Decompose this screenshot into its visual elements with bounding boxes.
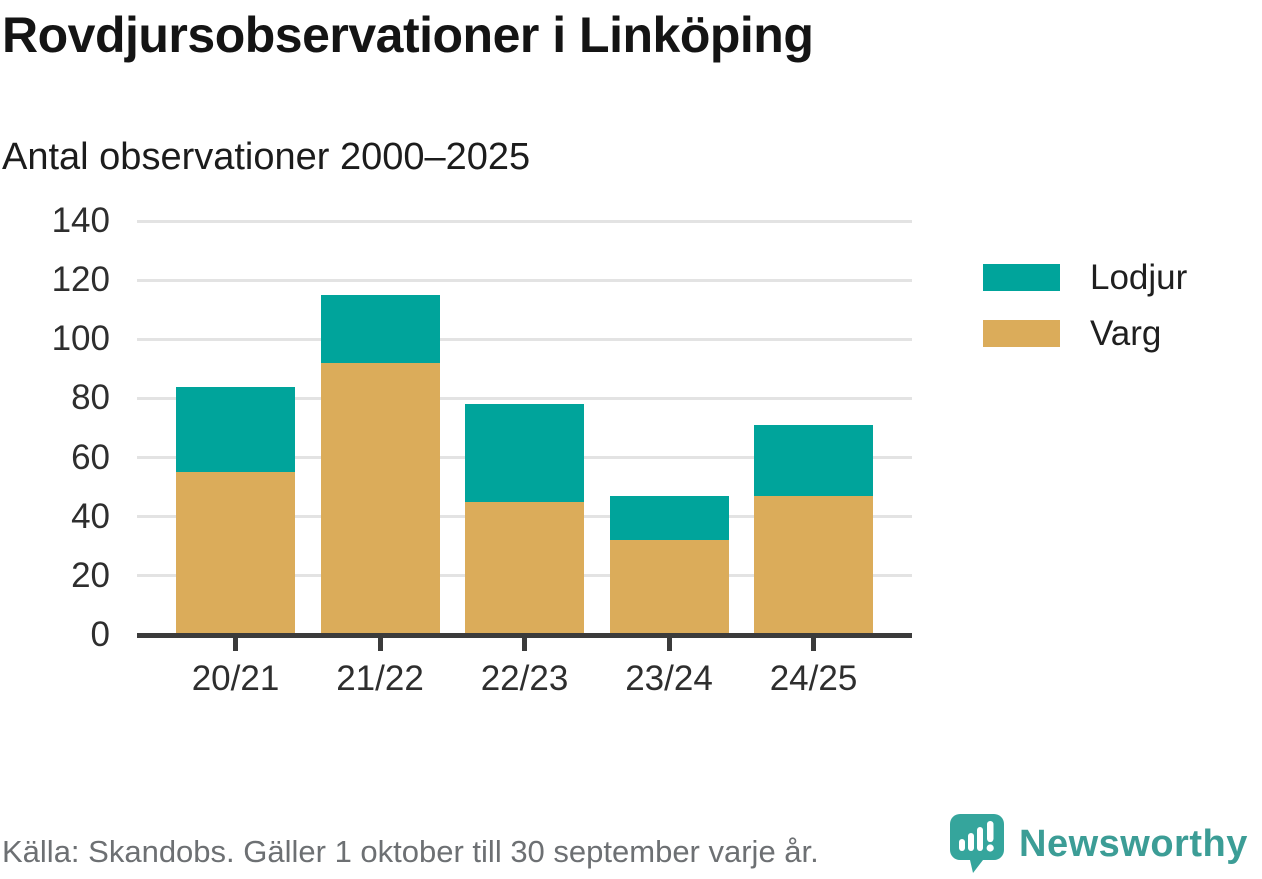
y-tick-label: 60: [71, 437, 110, 477]
newsworthy-logo-icon: [950, 814, 1004, 873]
x-axis-tick: [233, 638, 238, 651]
x-tick-label: 24/25: [769, 659, 858, 698]
gridline: [137, 278, 912, 282]
y-tick-label: 140: [51, 201, 110, 240]
legend: Lodjur Varg: [983, 258, 1188, 376]
y-tick-label: 80: [71, 378, 110, 418]
plot-area: 0 20 40 60 80 100 120 140 20/21 21/22 22/23 23/24 24…: [52, 203, 912, 698]
brand-name: Newsworthy: [1019, 823, 1248, 865]
gridline: [137, 396, 912, 400]
brand-lockup: Newsworthy: [950, 814, 1248, 874]
y-tick-label: 0: [90, 615, 110, 654]
bar-segment-varg: [176, 472, 295, 635]
x-axis-line: [137, 633, 912, 638]
bar-segment-varg: [465, 501, 584, 635]
x-tick-label: 22/23: [480, 659, 569, 698]
x-tick-label: 21/22: [336, 659, 424, 698]
legend-item: Varg: [983, 314, 1187, 353]
x-axis-tick: [522, 638, 527, 651]
chart-title: Rovdjursobservationer i Linköping: [2, 7, 814, 63]
gridline: [137, 337, 912, 341]
x-axis-tick: [666, 638, 672, 651]
x-axis-tick: [811, 638, 816, 651]
y-tick-label: 40: [71, 496, 110, 536]
bar-segment-varg: [609, 540, 729, 635]
bar-segment-lodjur: [609, 496, 729, 541]
y-tick-label: 20: [71, 555, 110, 595]
bar-segment-varg: [754, 496, 873, 635]
legend-item: Lodjur: [983, 258, 1188, 297]
x-axis-tick: [377, 638, 383, 651]
y-tick-label: 120: [51, 260, 110, 300]
legend-label: Lodjur: [1090, 258, 1188, 297]
legend-swatch: [983, 320, 1060, 347]
chart-subtitle: Antal observationer 2000–2025: [2, 136, 531, 178]
bar-segment-lodjur: [176, 386, 295, 473]
legend-swatch: [983, 264, 1060, 291]
x-tick-label: 20/21: [191, 659, 280, 698]
x-tick-label: 23/24: [625, 659, 713, 698]
y-tick-label: 100: [51, 319, 110, 359]
gridline: [137, 219, 912, 223]
bar-segment-varg: [320, 362, 440, 635]
source-note: Källa: Skandobs. Gäller 1 oktober till 3…: [2, 834, 819, 869]
bar-segment-lodjur: [320, 294, 440, 363]
legend-label: Varg: [1090, 314, 1162, 353]
bar-segment-lodjur: [465, 404, 584, 502]
bar-segment-lodjur: [754, 425, 873, 496]
